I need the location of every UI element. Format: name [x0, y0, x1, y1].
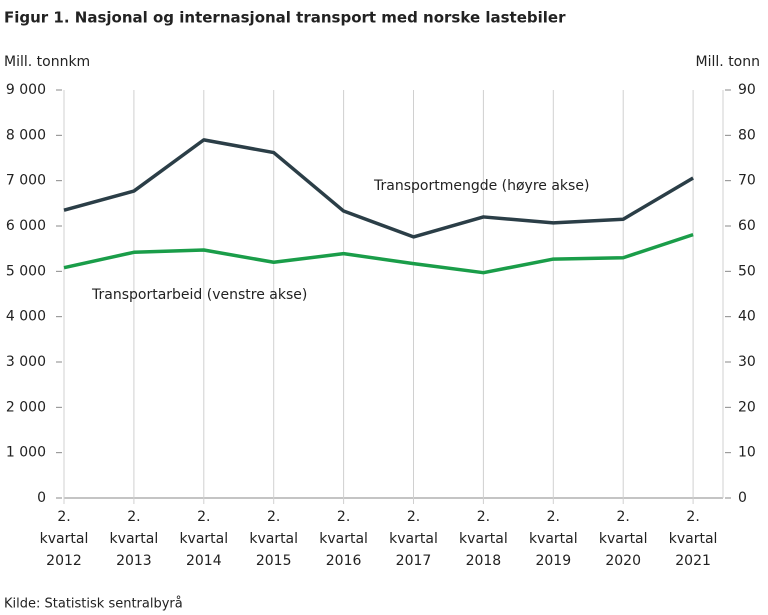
- y2-tick-label: 50: [738, 263, 756, 279]
- y2-tick-label: 70: [738, 173, 756, 189]
- source: Kilde: Statistisk sentralbyrå: [4, 597, 183, 612]
- y-tick-label: 8 000: [6, 127, 46, 143]
- y2-tick-label: 40: [738, 309, 756, 325]
- y-tick-label: 4 000: [6, 309, 46, 325]
- series-line: [63, 232, 694, 275]
- y2-tick-label: 60: [738, 218, 756, 234]
- x-tick-label: 2. kvartal 2013: [109, 509, 159, 569]
- y-tick-label: 9 000: [6, 82, 46, 98]
- y2-tick-label: 30: [738, 354, 756, 370]
- y2-axis-label: Mill. tonn: [696, 54, 760, 70]
- x-tick-label: 2. kvartal 2016: [319, 509, 368, 569]
- y-tick-label: 7 000: [6, 173, 46, 189]
- x-tick-label: 2. kvartal 2018: [459, 509, 508, 569]
- series-label: Transportmengde (høyre akse): [373, 178, 589, 194]
- x-tick-label: 2. kvartal 2015: [249, 509, 299, 569]
- y2-tick-label: 90: [738, 82, 756, 98]
- series-label: Transportarbeid (venstre akse): [91, 287, 307, 303]
- y-tick-label: 3 000: [6, 354, 46, 370]
- y2-tick-label: 0: [738, 490, 747, 506]
- x-tick-label: 2. kvartal 2014: [179, 509, 229, 569]
- y-axis-label: Mill. tonnkm: [4, 54, 90, 70]
- y-tick-label: 2 000: [6, 399, 46, 415]
- x-tick-label: 2. kvartal 2019: [528, 509, 578, 569]
- y-tick-label: 5 000: [6, 263, 46, 279]
- chart-title: Figur 1. Nasjonal og internasjonal trans…: [4, 9, 566, 27]
- x-tick-label: 2. kvartal 2021: [668, 509, 718, 569]
- x-tick-label: 2. kvartal 2017: [389, 509, 438, 569]
- x-tick-label: 2. kvartal 2012: [39, 509, 89, 569]
- y2-tick-label: 80: [738, 127, 756, 143]
- x-tick-label: 2. kvartal 2020: [598, 509, 648, 569]
- y-tick-label: 6 000: [6, 218, 46, 234]
- series-line: [63, 138, 694, 239]
- y-tick-label: 0: [37, 490, 46, 506]
- y2-tick-label: 10: [738, 445, 756, 461]
- y-tick-label: 1 000: [6, 445, 46, 461]
- y2-tick-label: 20: [738, 399, 756, 415]
